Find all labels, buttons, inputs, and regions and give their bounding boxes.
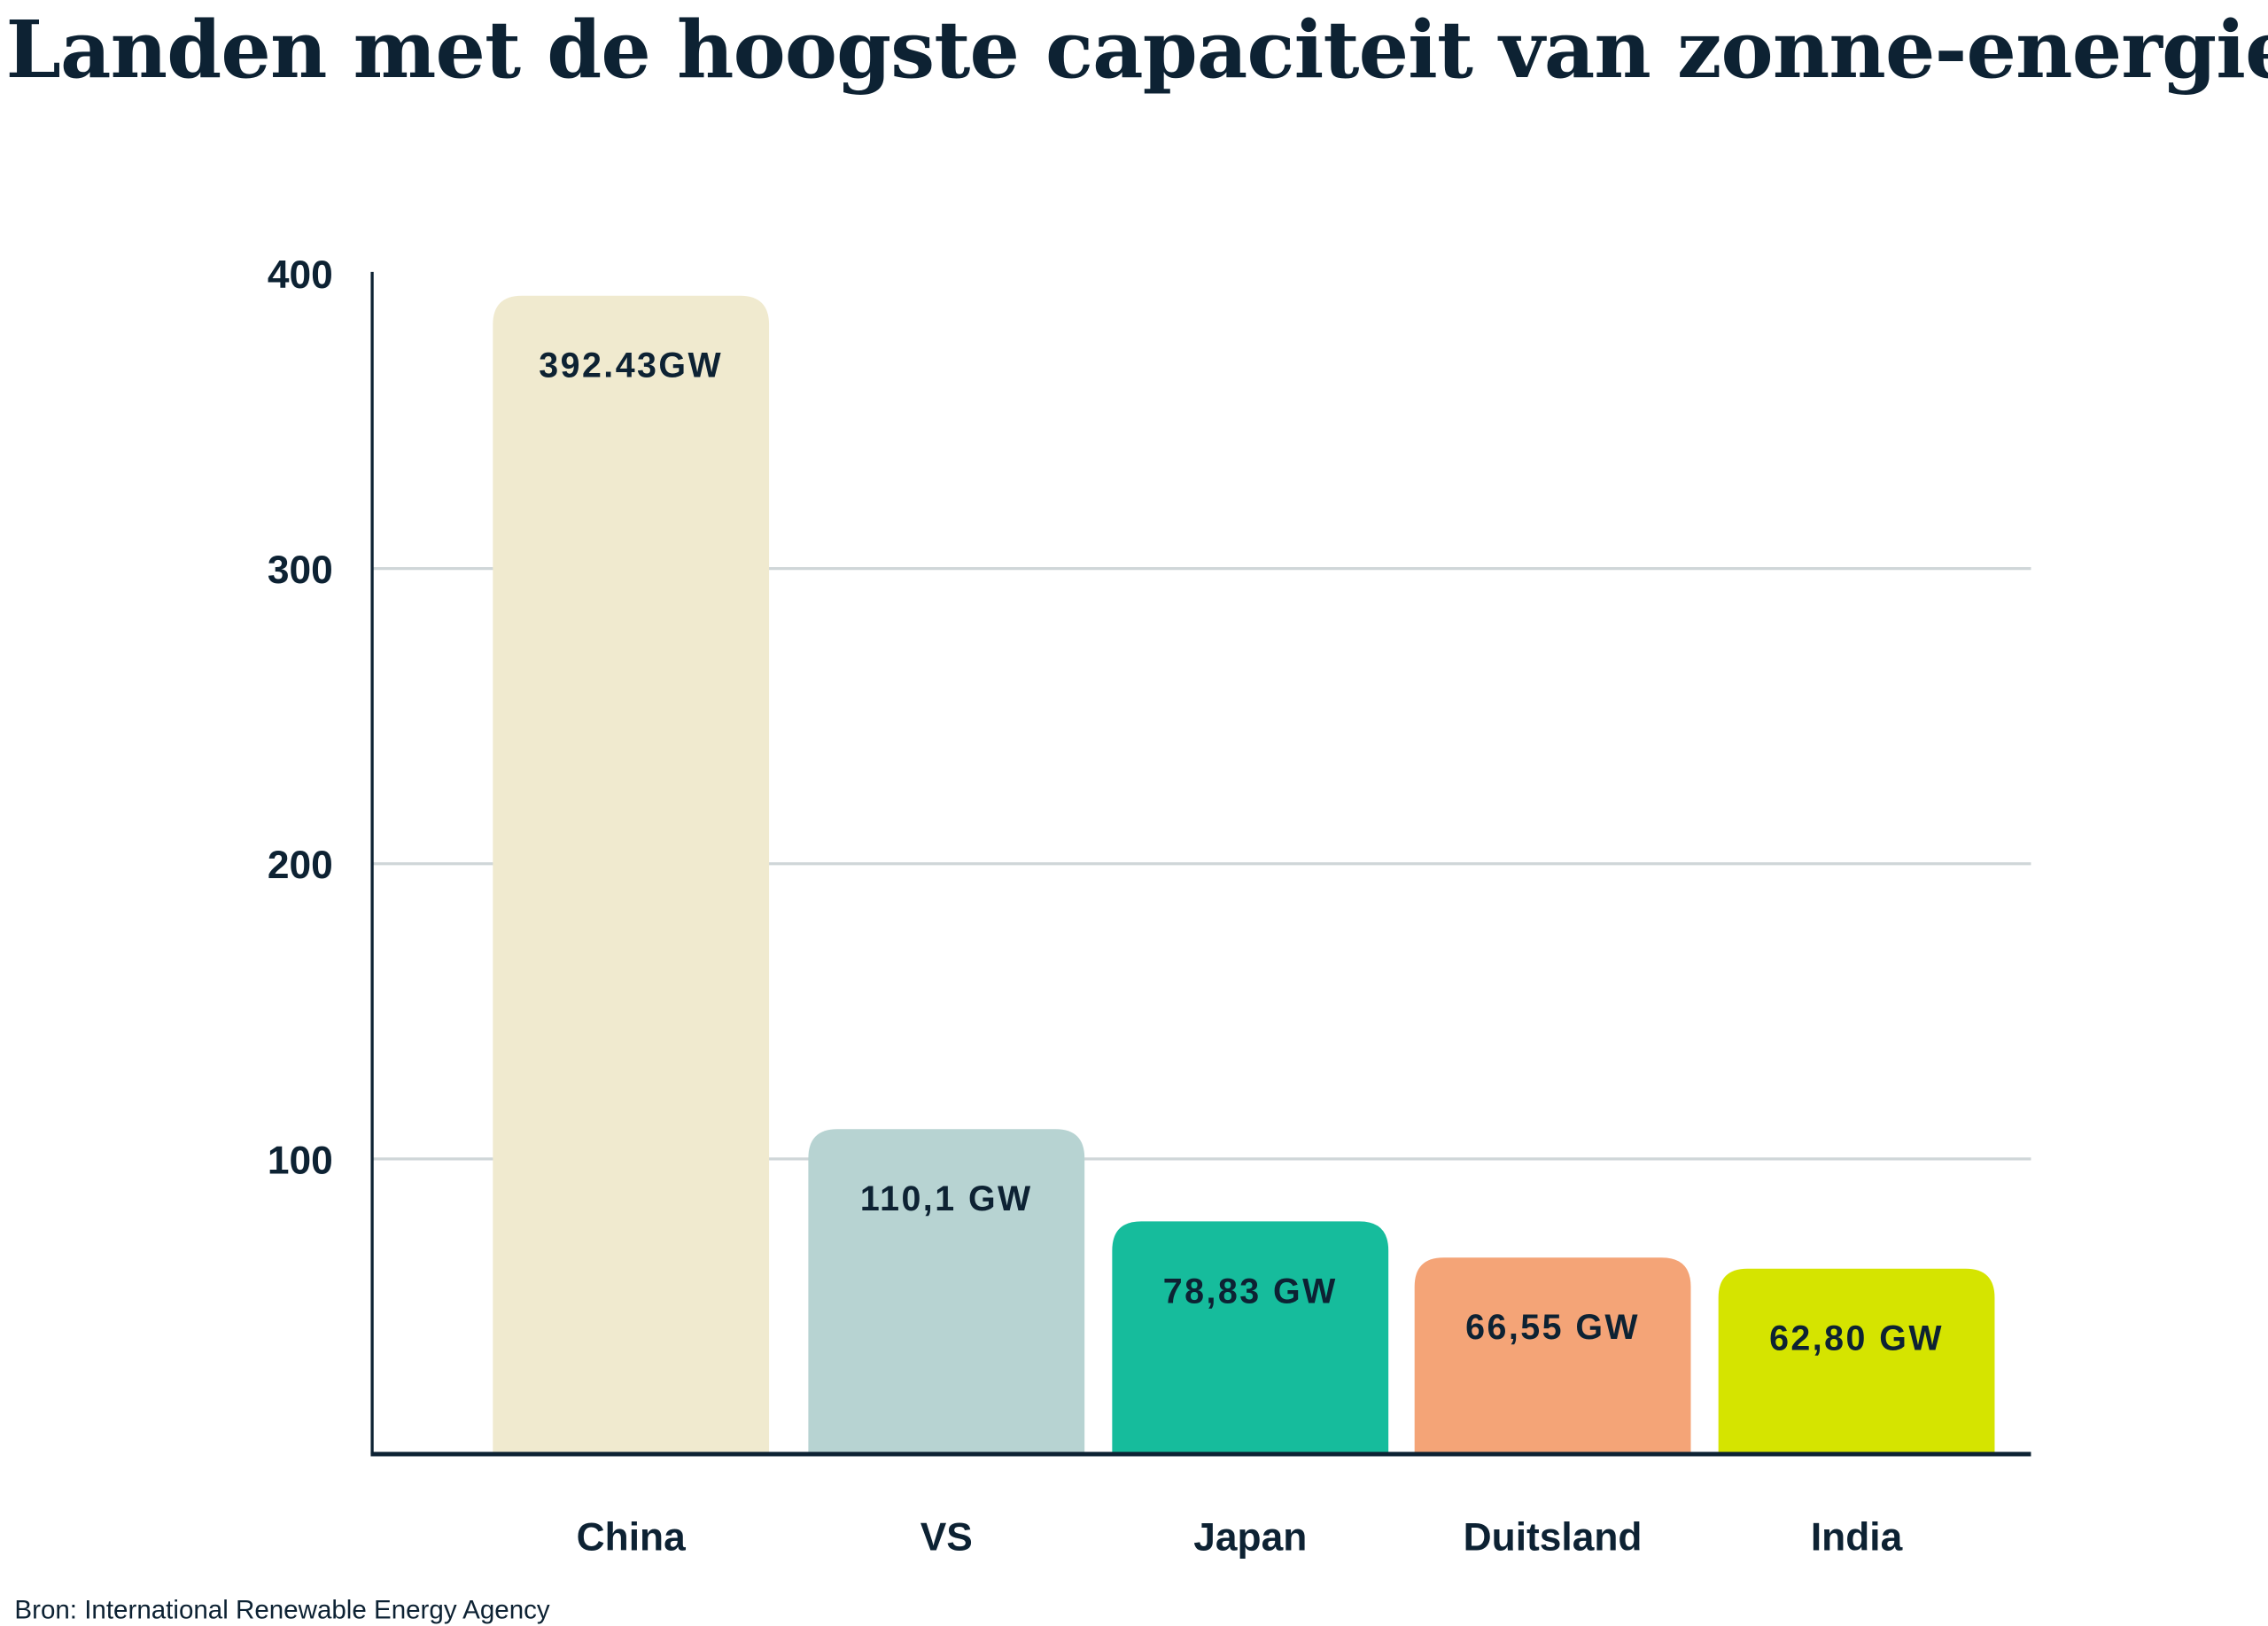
y-tick-label: 300 — [268, 548, 333, 592]
x-category-label: India — [1811, 1515, 1903, 1559]
y-tick-label: 200 — [268, 844, 333, 887]
bar-vs — [808, 1129, 1085, 1454]
x-category-label: China — [577, 1515, 686, 1559]
bar-india — [1718, 1268, 1995, 1454]
bars: 392.43GW 110,1 GW 78,83 GW 66,55 GW 62,80 GW — [493, 295, 1995, 1455]
bar-japan — [1112, 1221, 1389, 1454]
x-category-label: VS — [920, 1515, 973, 1559]
bar-value-label: 66,55 GW — [1465, 1308, 1640, 1347]
y-axis-ticks: 100 200 300 400 — [268, 253, 333, 1182]
bar-value-label: 392.43GW — [539, 346, 723, 385]
chart-title: Landen met de hoogste capaciteit van zon… — [5, 3, 2268, 97]
x-category-label: Duitsland — [1464, 1515, 1643, 1559]
y-tick-label: 400 — [268, 253, 333, 297]
x-axis-labels: China VS Japan Duitsland India — [577, 1515, 1903, 1559]
y-tick-label: 100 — [268, 1139, 333, 1182]
bar-value-label: 110,1 GW — [860, 1179, 1033, 1218]
x-category-label: Japan — [1193, 1515, 1307, 1559]
bar-duitsland — [1414, 1257, 1691, 1454]
source-note: Bron: International Renewable Energy Age… — [14, 1595, 550, 1624]
bar-value-label: 62,80 GW — [1769, 1319, 1944, 1358]
bar-value-label: 78,83 GW — [1163, 1272, 1338, 1311]
bar-china — [493, 295, 770, 1455]
